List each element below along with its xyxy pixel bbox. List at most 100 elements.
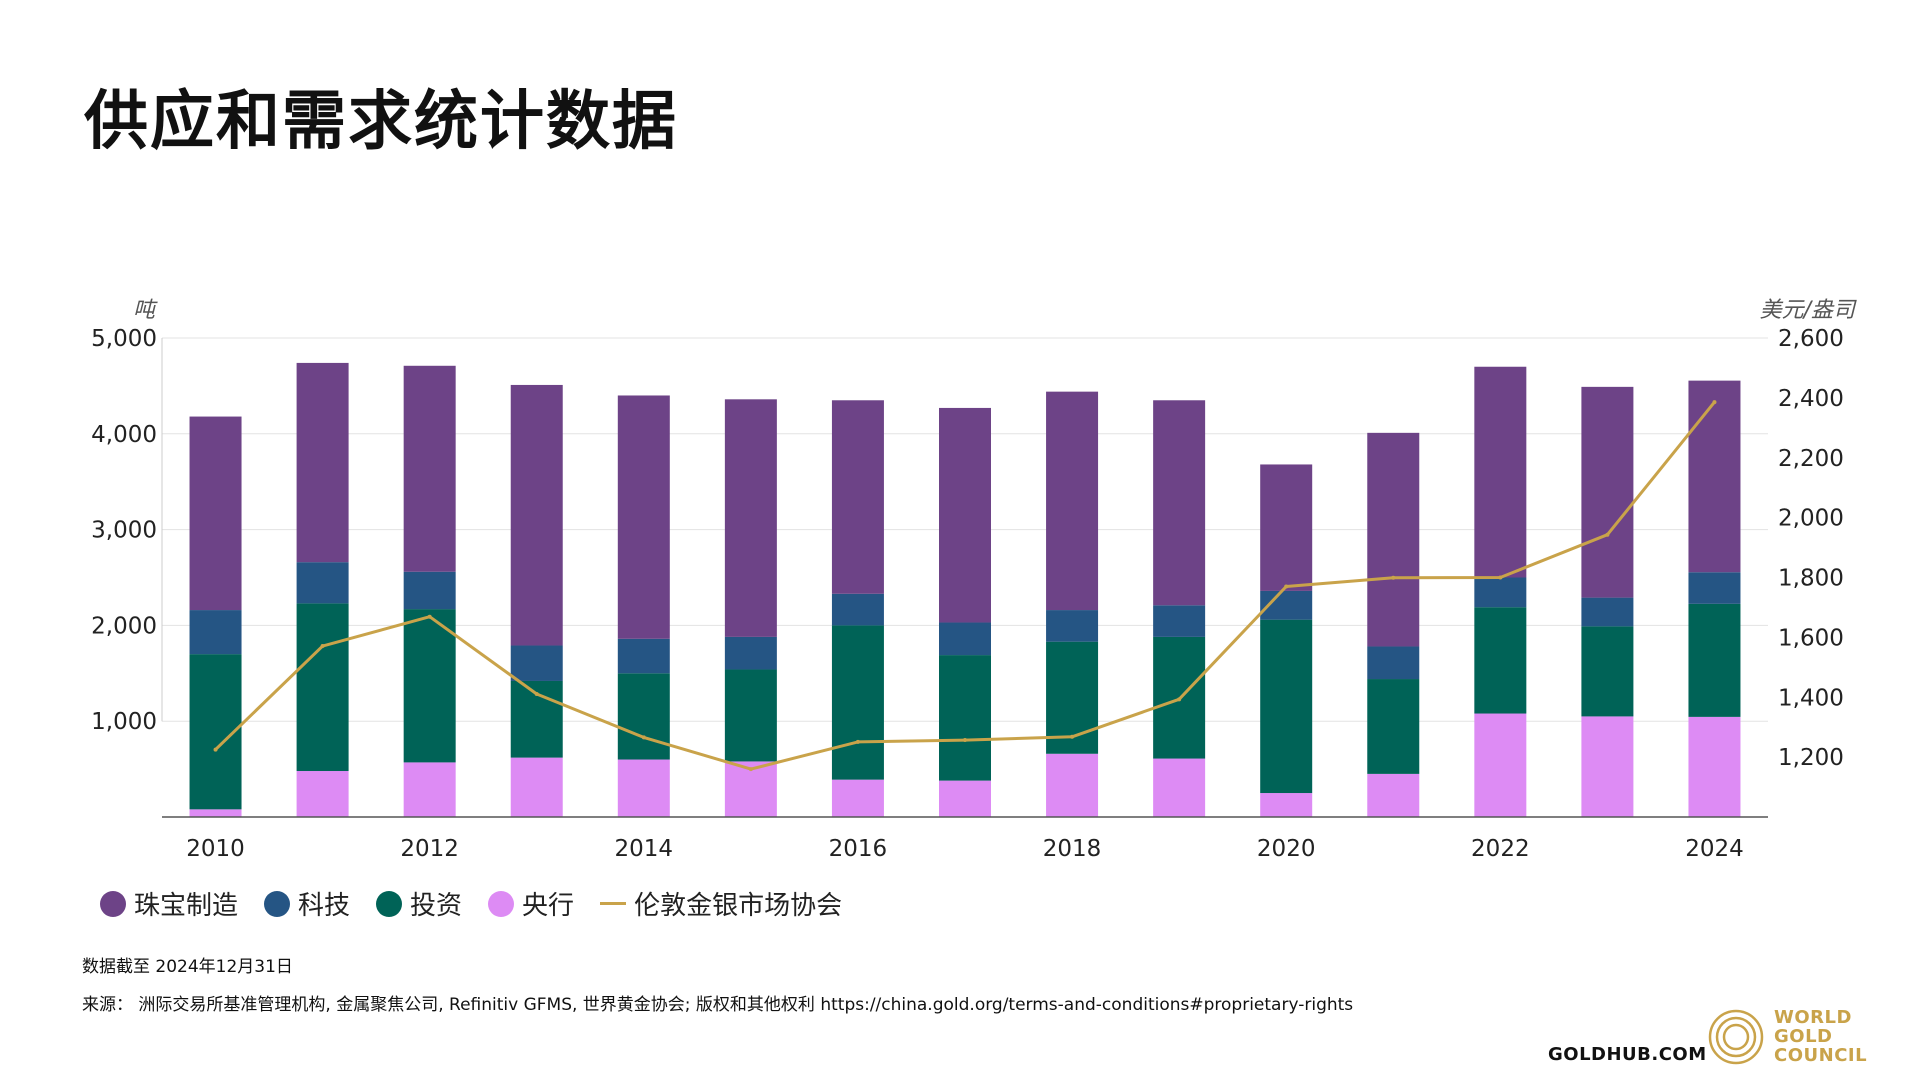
- bar-jewellery-2012: [403, 365, 456, 572]
- bar-investment-2020: [1260, 619, 1313, 794]
- legend-item-jewellery[interactable]: 珠宝制造: [100, 885, 238, 922]
- bar-central-banks-2013: [510, 757, 563, 817]
- note-date: 2024年12月31日: [155, 957, 293, 977]
- bar-technology-2024: [1688, 572, 1741, 604]
- legend-label-central-banks: 央行: [522, 891, 575, 921]
- bar-jewellery-2020: [1260, 464, 1313, 591]
- lbma-point-2023: [1605, 532, 1610, 537]
- lbma-point-2015: [748, 767, 753, 772]
- bar-investment-2014: [617, 673, 670, 760]
- lbma-point-2013: [534, 691, 539, 696]
- wgc-word-1: WORLD: [1774, 1007, 1852, 1028]
- lbma-point-2019: [1177, 697, 1182, 702]
- bar-jewellery-2023: [1581, 386, 1634, 598]
- bar-technology-2012: [403, 571, 456, 610]
- bar-central-banks-2017: [939, 780, 991, 817]
- y-right-tick-label: 2,600: [1778, 326, 1844, 352]
- x-tick-label: 2022: [1471, 836, 1530, 862]
- bar-jewellery-2017: [939, 407, 991, 623]
- bar-jewellery-2018: [1046, 391, 1099, 611]
- legend-item-central-banks[interactable]: 央行: [488, 885, 574, 922]
- wgc-logo: WORLD GOLD COUNCIL: [1708, 1008, 1867, 1065]
- legend-item-technology[interactable]: 科技: [264, 885, 350, 922]
- bar-investment-2021: [1367, 679, 1420, 774]
- x-tick-label: 2020: [1257, 836, 1316, 862]
- bar-central-banks-2011: [296, 771, 349, 817]
- legend-swatch-lbma: [600, 902, 627, 905]
- bar-jewellery-2016: [831, 400, 884, 594]
- bar-technology-2022: [1474, 577, 1527, 608]
- y-right-tick-label: 2,400: [1778, 386, 1844, 412]
- legend-label-jewellery: 珠宝制造: [134, 891, 239, 921]
- lbma-point-2017: [963, 738, 967, 743]
- x-tick-label: 2016: [829, 836, 888, 862]
- x-tick-label: 2024: [1685, 836, 1744, 862]
- bar-central-banks-2024: [1688, 716, 1741, 817]
- bar-investment-2023: [1581, 626, 1634, 717]
- bar-jewellery-2010: [189, 416, 242, 611]
- y-left-axis-label: 吨: [133, 298, 158, 323]
- bar-central-banks-2022: [1474, 713, 1527, 817]
- bar-investment-2011: [296, 603, 349, 772]
- wgc-word-3: COUNCIL: [1774, 1045, 1868, 1066]
- bar-central-banks-2016: [831, 779, 884, 817]
- bar-investment-2022: [1474, 607, 1527, 714]
- bar-jewellery-2019: [1153, 400, 1206, 606]
- bar-jewellery-2021: [1367, 432, 1420, 647]
- y-right-axis-label: 美元/盎司: [1760, 298, 1857, 323]
- wgc-word-2: GOLD: [1774, 1026, 1833, 1047]
- legend-label-lbma: 伦敦金银市场协会: [634, 891, 843, 921]
- bar-technology-2017: [939, 622, 991, 656]
- bar-central-banks-2023: [1581, 716, 1634, 817]
- bar-investment-2024: [1688, 603, 1741, 717]
- bar-jewellery-2022: [1474, 366, 1527, 578]
- lbma-point-2020: [1284, 584, 1289, 589]
- goldhub-link[interactable]: GOLDHUB.COM: [1548, 1044, 1707, 1065]
- bar-investment-2012: [403, 609, 456, 763]
- y-left-tick-label: 5,000: [91, 326, 157, 352]
- bar-technology-2014: [617, 638, 670, 674]
- lbma-point-2016: [855, 739, 860, 744]
- lbma-point-2018: [1070, 734, 1075, 739]
- y-right-tick-label: 1,600: [1778, 625, 1844, 651]
- source-text: 洲际交易所基准管理机构, 金属聚焦公司, Refinitiv GFMS, 世界黄…: [138, 995, 1354, 1015]
- bar-central-banks-2012: [403, 762, 456, 817]
- bar-jewellery-2013: [510, 384, 563, 646]
- lbma-point-2010: [213, 747, 218, 752]
- bar-technology-2015: [724, 636, 777, 670]
- lbma-point-2022: [1498, 575, 1503, 580]
- x-tick-label: 2010: [186, 836, 245, 862]
- legend-swatch-jewellery: [100, 890, 126, 917]
- bar-central-banks-2010: [189, 809, 242, 817]
- legend-item-investment[interactable]: 投资: [376, 885, 462, 922]
- y-left-tick-label: 4,000: [91, 422, 157, 448]
- lbma-point-2014: [641, 735, 646, 740]
- y-right-tick-label: 1,400: [1778, 685, 1844, 711]
- bar-central-banks-2020: [1260, 793, 1313, 817]
- x-tick-label: 2018: [1043, 836, 1102, 862]
- legend-label-technology: 科技: [298, 891, 351, 921]
- legend-label-investment: 投资: [410, 891, 463, 921]
- source-label: 来源：: [82, 995, 133, 1015]
- chart-legend: 珠宝制造 科技 投资 央行 伦敦金银市场协会: [100, 885, 868, 922]
- x-tick-label: 2014: [615, 836, 674, 862]
- bar-technology-2021: [1367, 646, 1420, 680]
- bar-technology-2016: [831, 593, 884, 626]
- bar-technology-2018: [1046, 610, 1099, 642]
- bar-technology-2019: [1153, 605, 1206, 637]
- bar-central-banks-2021: [1367, 773, 1420, 817]
- bar-jewellery-2014: [617, 395, 670, 639]
- bar-technology-2010: [189, 610, 242, 655]
- legend-item-lbma[interactable]: 伦敦金银市场协会: [600, 885, 842, 922]
- lbma-point-2012: [427, 614, 432, 619]
- bar-central-banks-2019: [1153, 758, 1206, 817]
- legend-swatch-central-banks: [488, 890, 515, 917]
- wgc-rings-icon: [1708, 1009, 1764, 1064]
- bar-jewellery-2024: [1688, 380, 1741, 573]
- page-title: 供应和需求统计数据: [84, 85, 678, 159]
- y-left-tick-label: 1,000: [91, 709, 157, 735]
- bar-investment-2016: [831, 625, 884, 780]
- bar-central-banks-2018: [1046, 753, 1099, 817]
- note-label: 数据截至: [82, 957, 156, 977]
